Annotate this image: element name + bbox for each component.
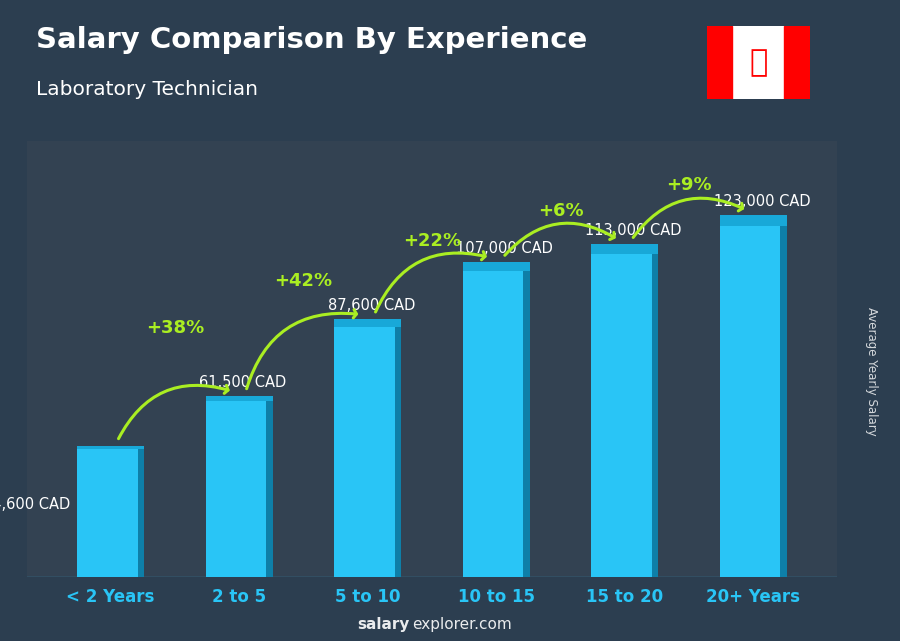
- Text: Salary Comparison By Experience: Salary Comparison By Experience: [36, 26, 587, 54]
- Bar: [591, 244, 658, 254]
- Bar: [77, 445, 144, 449]
- Bar: [395, 319, 401, 577]
- Bar: [138, 445, 144, 577]
- Text: 87,600 CAD: 87,600 CAD: [328, 298, 415, 313]
- Text: +22%: +22%: [403, 232, 461, 250]
- Text: +6%: +6%: [538, 202, 583, 220]
- Text: Average Yearly Salary: Average Yearly Salary: [865, 308, 878, 436]
- Bar: [652, 244, 658, 577]
- Bar: [706, 26, 733, 99]
- Text: 44,600 CAD: 44,600 CAD: [0, 497, 71, 512]
- Bar: [591, 244, 658, 577]
- Text: 🍁: 🍁: [749, 48, 768, 77]
- Text: 107,000 CAD: 107,000 CAD: [456, 241, 554, 256]
- Bar: [463, 262, 530, 271]
- Text: +42%: +42%: [274, 272, 332, 290]
- Text: Laboratory Technician: Laboratory Technician: [36, 80, 258, 99]
- Text: explorer.com: explorer.com: [412, 617, 512, 633]
- Text: +38%: +38%: [146, 319, 204, 337]
- Bar: [780, 215, 787, 577]
- Bar: [720, 215, 787, 226]
- Text: salary: salary: [357, 617, 410, 633]
- Text: 61,500 CAD: 61,500 CAD: [199, 375, 286, 390]
- Bar: [334, 319, 401, 577]
- Bar: [720, 215, 787, 577]
- Bar: [266, 395, 273, 577]
- Bar: [463, 262, 530, 577]
- Text: 123,000 CAD: 123,000 CAD: [714, 194, 810, 209]
- Bar: [206, 395, 273, 577]
- Bar: [523, 262, 530, 577]
- Text: 113,000 CAD: 113,000 CAD: [585, 223, 681, 238]
- Text: +9%: +9%: [666, 176, 712, 194]
- Bar: [334, 319, 401, 327]
- Bar: [77, 445, 144, 577]
- Bar: [206, 395, 273, 401]
- Bar: [784, 26, 810, 99]
